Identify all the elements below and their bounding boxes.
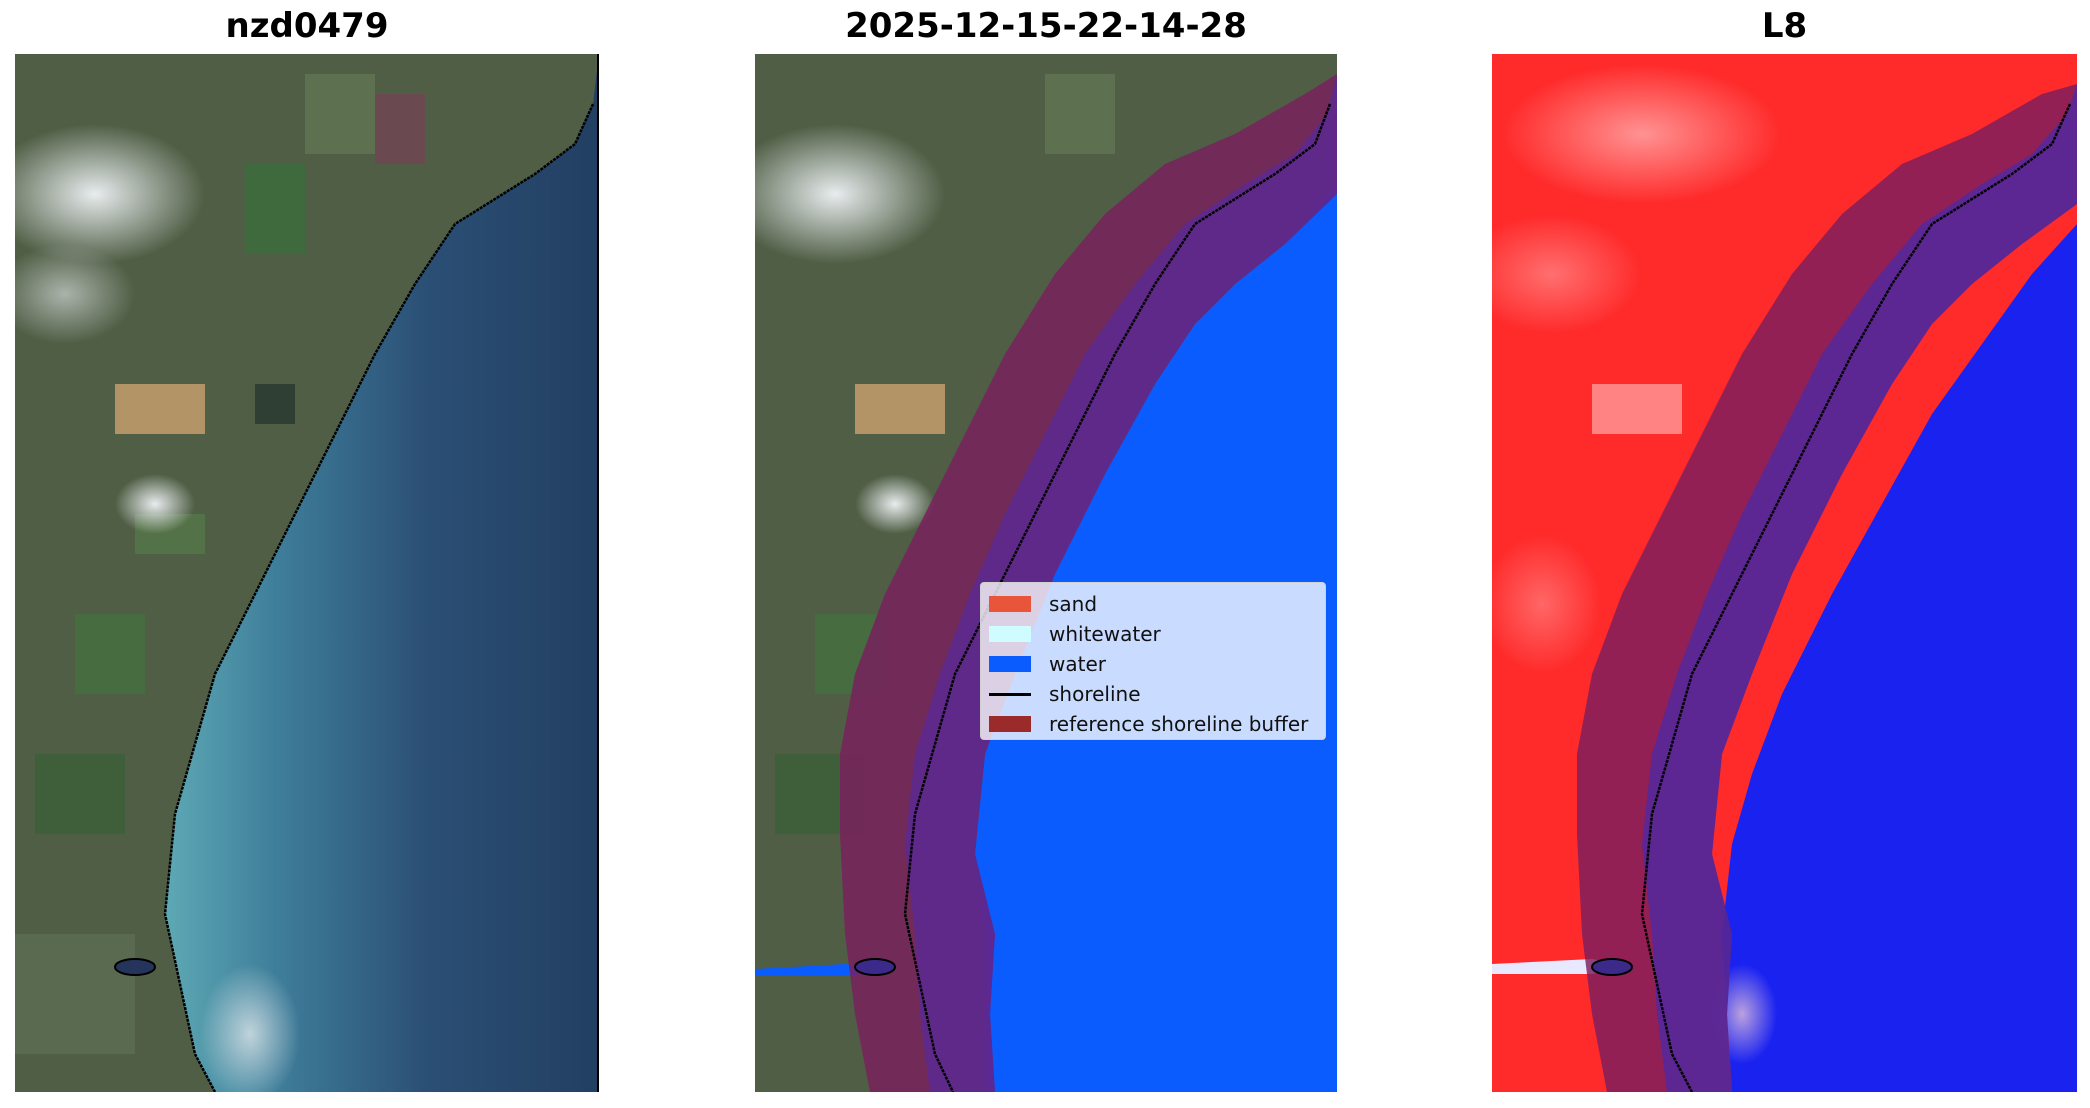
- legend-label-whitewater: whitewater: [1049, 622, 1161, 646]
- legend-swatch-buffer: [989, 716, 1031, 732]
- rgb-image: [15, 54, 599, 1092]
- legend-line-shoreline: [989, 692, 1031, 696]
- false-color-image: [1492, 54, 2077, 1092]
- legend-swatch-sand: [989, 596, 1031, 612]
- legend-item-buffer: reference shoreline buffer: [989, 709, 1317, 739]
- rgb-image-panel: [15, 54, 599, 1092]
- legend-item-sand: sand: [989, 589, 1317, 619]
- legend-item-whitewater: whitewater: [989, 619, 1317, 649]
- panel-title-right: L8: [1761, 6, 1808, 46]
- classification-panel: [755, 54, 1337, 1092]
- classification-image: [755, 54, 1337, 1092]
- legend-label-shoreline: shoreline: [1049, 682, 1141, 706]
- legend-label-water: water: [1049, 652, 1106, 676]
- legend-label-sand: sand: [1049, 592, 1098, 616]
- legend-swatch-whitewater: [989, 626, 1031, 642]
- panel-title-middle: 2025-12-15-22-14-28: [845, 6, 1247, 46]
- legend-label-buffer: reference shoreline buffer: [1049, 712, 1309, 736]
- legend-item-water: water: [989, 649, 1317, 679]
- legend-item-shoreline: shoreline: [989, 679, 1317, 709]
- legend-swatch-water: [989, 656, 1031, 672]
- legend: sand whitewater water shoreline referenc…: [980, 582, 1326, 740]
- false-color-panel: [1492, 54, 2077, 1092]
- panel-title-left: nzd0479: [225, 6, 389, 46]
